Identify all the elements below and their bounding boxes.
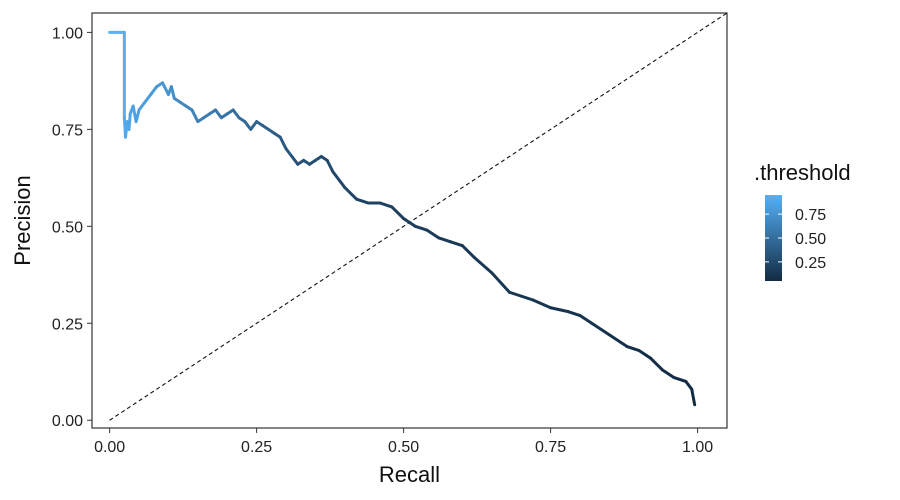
plot-panel — [91, 12, 728, 429]
curve-segment — [161, 81, 170, 96]
curve-segment — [249, 120, 259, 131]
curve-segment — [243, 120, 253, 131]
curve-segment — [507, 290, 523, 298]
curve-segment — [607, 333, 629, 349]
y-tick-label: 1.00 — [52, 25, 83, 42]
curve-segment — [625, 345, 641, 352]
curve-segment — [378, 201, 394, 209]
curve-segment — [149, 85, 159, 96]
legend-ticks: 0.75 0.50 0.25 — [765, 207, 826, 272]
curve-segment — [127, 112, 132, 131]
legend-tick-label: 0.50 — [795, 231, 826, 248]
curve-segment — [531, 298, 553, 310]
curve-segment — [437, 236, 453, 244]
x-tick-label: 0.75 — [535, 439, 566, 456]
curve-segment — [566, 310, 582, 318]
y-tick-label: 0.50 — [52, 219, 83, 236]
colorbar — [765, 195, 782, 281]
curve-segment — [290, 155, 300, 166]
legend-title: .threshold — [754, 160, 851, 185]
curve-segment — [637, 348, 653, 360]
curve-segment — [134, 108, 141, 124]
curve-segment — [649, 356, 664, 372]
curve-segment — [137, 100, 147, 112]
curve-segment — [284, 147, 294, 159]
curve-segment — [343, 186, 359, 201]
curve-segment — [660, 368, 676, 380]
x-axis-title: Recall — [379, 462, 440, 487]
y-tick-label: 0.25 — [52, 316, 83, 333]
curve-segment — [402, 217, 417, 228]
curve-segment — [261, 123, 276, 135]
curve-segment — [672, 376, 688, 383]
legend-tick-label: 0.25 — [795, 255, 826, 272]
curve-segment — [490, 271, 511, 294]
curve-segment — [425, 228, 441, 240]
curve-segment — [390, 205, 406, 221]
legend-tick-label: 0.75 — [795, 207, 826, 224]
x-tick-label: 0.00 — [94, 439, 125, 456]
curve-segment — [231, 108, 241, 120]
curve-segment — [590, 321, 611, 337]
reference-line-layer — [109, 13, 727, 421]
diagonal-reference-line — [109, 13, 727, 421]
axis-layer: 0.00 0.25 0.50 0.75 1.00 0.00 0.25 0.50 0.75 1.00 — [52, 25, 713, 456]
curve-segment — [169, 85, 176, 100]
x-tick-label: 0.50 — [388, 439, 419, 456]
x-tick-label: 1.00 — [682, 439, 713, 456]
curve-segment — [449, 240, 464, 248]
curve-segment — [519, 294, 535, 302]
y-tick-label: 0.00 — [52, 413, 83, 430]
curve-segment — [413, 224, 429, 232]
curve-segment — [549, 306, 570, 314]
curve-segment — [460, 244, 476, 259]
curve-segment — [355, 197, 370, 205]
curve-segment — [331, 170, 347, 190]
curve-segment — [578, 314, 594, 325]
y-tick-label: 0.75 — [52, 122, 83, 139]
x-tick-label: 0.25 — [241, 439, 272, 456]
y-axis-title: Precision — [10, 175, 35, 265]
curve-layer — [108, 30, 697, 407]
curve-segment — [190, 108, 200, 124]
curve-segment — [278, 135, 288, 151]
curve-segment — [143, 92, 153, 104]
threshold-legend: .threshold 0.75 0.50 0.25 — [754, 160, 851, 281]
curve-segment — [690, 387, 697, 407]
curve-segment — [213, 108, 223, 120]
curve-segment — [472, 255, 494, 275]
curve-segment — [325, 158, 335, 174]
curve-segment — [684, 379, 694, 391]
